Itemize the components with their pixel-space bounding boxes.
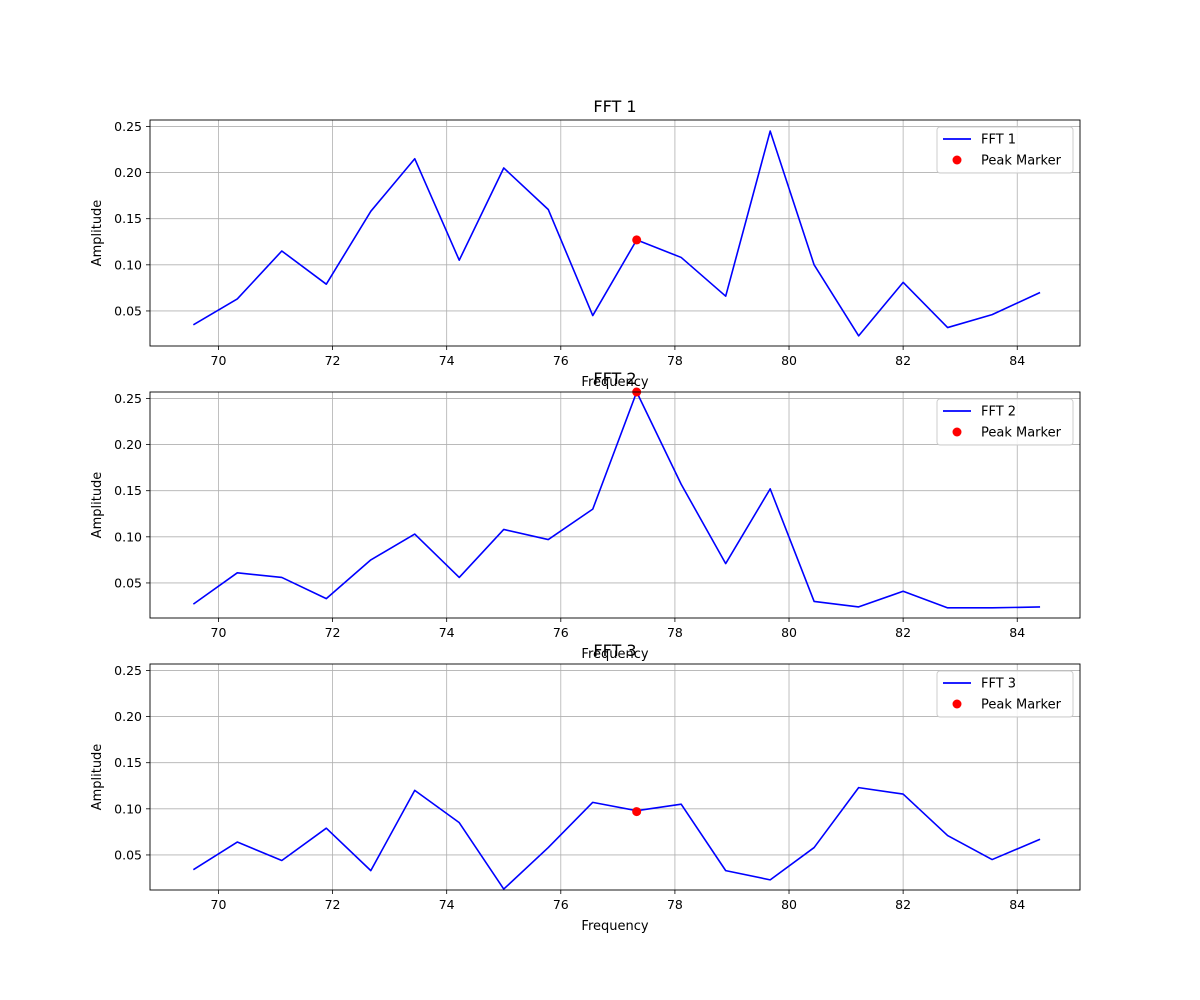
legend-label: Peak Marker xyxy=(981,426,1062,441)
y-tick-label: 0.15 xyxy=(114,483,142,498)
peak-marker-point xyxy=(632,807,642,817)
subplot-2: 70 72 74 76 78 80 82 84 0.05 0.10 0.15 0.20 0.25 FFT … xyxy=(90,369,1081,662)
legend-marker-swatch xyxy=(952,155,962,165)
x-tick-label: 82 xyxy=(895,897,911,912)
legend-label: Peak Marker xyxy=(981,698,1062,713)
legend-label: FFT 3 xyxy=(981,677,1016,692)
x-tick-label: 72 xyxy=(325,625,341,640)
x-axis-label: Frequency xyxy=(581,919,648,934)
x-tick-label: 74 xyxy=(439,625,455,640)
x-tick-label: 80 xyxy=(781,625,797,640)
y-axis-label: Amplitude xyxy=(90,472,105,539)
y-tick-label: 0.15 xyxy=(114,211,142,226)
x-tick-label: 82 xyxy=(895,353,911,368)
x-tick-label: 78 xyxy=(667,353,683,368)
y-tick-label: 0.05 xyxy=(114,575,142,590)
x-tick-label: 70 xyxy=(211,353,227,368)
x-tick-label: 84 xyxy=(1009,897,1025,912)
chart-title: FFT 1 xyxy=(593,97,636,116)
y-tick-label: 0.20 xyxy=(114,709,142,724)
legend: FFT 1 Peak Marker xyxy=(936,126,1074,174)
x-tick-label: 72 xyxy=(325,353,341,368)
legend-marker-swatch xyxy=(952,427,962,437)
y-tick-label: 0.25 xyxy=(114,391,142,406)
x-tick-label: 80 xyxy=(781,897,797,912)
axes-frame xyxy=(149,391,1081,619)
x-tick-label: 70 xyxy=(211,625,227,640)
y-tick-label: 0.10 xyxy=(114,529,142,544)
x-axis-label: Frequency xyxy=(581,647,648,662)
x-tick-label: 84 xyxy=(1009,353,1025,368)
series-line-1 xyxy=(192,391,1041,609)
peak-marker-point xyxy=(632,235,642,245)
y-axis-label: Amplitude xyxy=(90,744,105,811)
x-tick-label: 80 xyxy=(781,353,797,368)
y-tick-label: 0.05 xyxy=(114,303,142,318)
y-tick-label: 0.25 xyxy=(114,119,142,134)
legend-marker-swatch xyxy=(952,699,962,709)
y-tick-label: 0.20 xyxy=(114,165,142,180)
y-tick-label: 0.15 xyxy=(114,755,142,770)
x-tick-label: 78 xyxy=(667,625,683,640)
subplot-3: 70 72 74 76 78 80 82 84 0.05 0.10 0.15 0.20 0.25 FFT … xyxy=(90,641,1081,934)
legend: FFT 2 Peak Marker xyxy=(936,398,1074,446)
legend: FFT 3 Peak Marker xyxy=(936,670,1074,718)
x-tick-label: 82 xyxy=(895,625,911,640)
chart-title: FFT 2 xyxy=(593,369,636,388)
series-line-1 xyxy=(192,786,1041,890)
axes-frame xyxy=(149,663,1081,891)
series-line-1 xyxy=(192,130,1041,337)
y-axis-label: Amplitude xyxy=(90,200,105,267)
subplot-1: 70 72 74 76 78 80 82 84 0.05 0.10 0.15 0.20 0.25 FFT … xyxy=(90,97,1081,390)
legend-label: Peak Marker xyxy=(981,154,1062,169)
y-tick-label: 0.10 xyxy=(114,257,142,272)
x-tick-label: 84 xyxy=(1009,625,1025,640)
legend-label: FFT 1 xyxy=(981,133,1016,148)
x-tick-label: 76 xyxy=(553,353,569,368)
x-tick-label: 76 xyxy=(553,625,569,640)
y-tick-label: 0.05 xyxy=(114,847,142,862)
axes-frame xyxy=(149,119,1081,347)
x-tick-label: 74 xyxy=(439,897,455,912)
y-tick-label: 0.10 xyxy=(114,801,142,816)
x-axis-label: Frequency xyxy=(581,375,648,390)
legend-label: FFT 2 xyxy=(981,405,1016,420)
x-tick-label: 74 xyxy=(439,353,455,368)
chart-title: FFT 3 xyxy=(593,641,636,660)
x-tick-label: 70 xyxy=(211,897,227,912)
x-tick-label: 76 xyxy=(553,897,569,912)
y-tick-label: 0.25 xyxy=(114,663,142,678)
y-tick-label: 0.20 xyxy=(114,437,142,452)
x-tick-label: 78 xyxy=(667,897,683,912)
x-tick-label: 72 xyxy=(325,897,341,912)
